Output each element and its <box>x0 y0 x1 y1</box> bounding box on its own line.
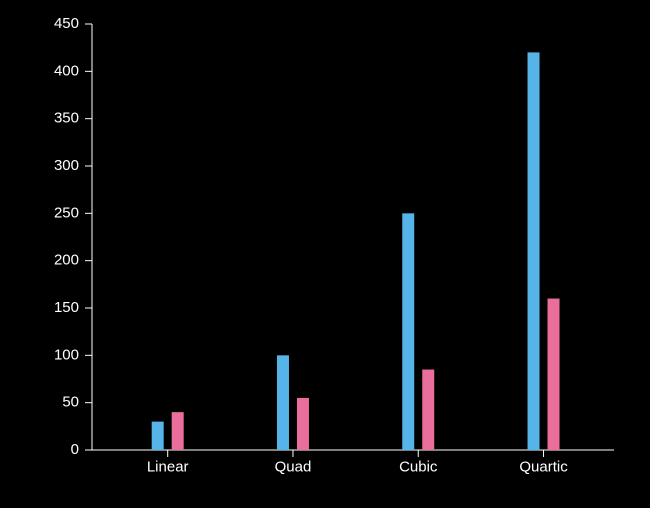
chart-svg: 0 50 100 150 200 250 300 350 400 450 Linear Quad Cub… <box>0 0 650 508</box>
x-tick-label: Quartic <box>519 458 568 475</box>
x-tick-label: Quad <box>275 458 312 475</box>
y-tick-label: 300 <box>54 157 79 174</box>
y-tick-label: 350 <box>54 110 79 127</box>
bar-chart: 0 50 100 150 200 250 300 350 400 450 Linear Quad Cub… <box>0 0 650 508</box>
y-tick-label: 0 <box>71 441 79 458</box>
bar-series-1-quad <box>277 355 289 450</box>
bar-series-2-quad <box>297 398 309 450</box>
y-tick-label: 100 <box>54 346 79 363</box>
bar-series-1-linear <box>152 422 164 450</box>
y-tick-label: 200 <box>54 252 79 269</box>
y-tick-label: 400 <box>54 62 79 79</box>
y-tick-label: 150 <box>54 299 79 316</box>
y-tick-label: 250 <box>54 204 79 221</box>
bar-series-1-quartic <box>528 52 540 450</box>
y-tick-label: 450 <box>54 15 79 32</box>
bar-series-2-quartic <box>548 299 560 450</box>
x-tick-label: Linear <box>147 458 189 475</box>
x-tick-label: Cubic <box>399 458 438 475</box>
bar-series-2-linear <box>172 412 184 450</box>
bar-series-2-cubic <box>422 370 434 450</box>
bar-series-1-cubic <box>402 213 414 450</box>
y-tick-label: 50 <box>62 394 79 411</box>
